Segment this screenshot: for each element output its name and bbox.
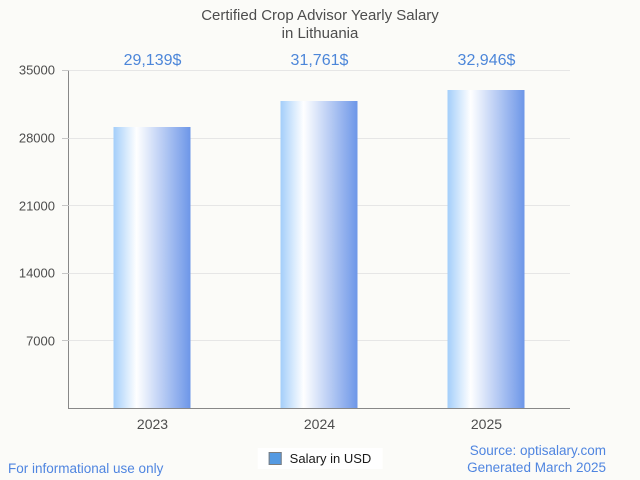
plot-area: 29,139$ 2023 31,761$ 2024 32,946$ 2025 <box>62 52 570 432</box>
y-axis-labels: 35000 28000 21000 14000 7000 <box>0 63 61 409</box>
chart-title-line1: Certified Crop Advisor Yearly Salary <box>201 7 439 24</box>
y-tick-label-28000: 28000 <box>18 130 55 146</box>
disclaimer-text: For informational use only <box>8 461 164 476</box>
y-tick-label-7000: 7000 <box>26 333 55 349</box>
y-tickmark-28000 <box>62 137 69 139</box>
legend-label: Salary in USD <box>289 451 372 466</box>
x-tick-2023: 2023 <box>136 416 169 432</box>
y-tick-label-21000: 21000 <box>18 198 55 214</box>
value-label-2025: 32,946$ <box>457 52 516 69</box>
y-tickmark-35000 <box>62 70 69 71</box>
bar-2024 <box>280 101 358 408</box>
legend: Salary in USD <box>257 448 383 469</box>
y-tickmark-21000 <box>62 205 69 207</box>
attribution: Source: optisalary.com Generated March 2… <box>467 442 606 476</box>
y-tickmark-14000 <box>62 272 69 274</box>
x-tick-2025: 2025 <box>470 416 503 432</box>
source-text: Source: optisalary.com <box>469 443 606 458</box>
bar-2025 <box>447 89 525 408</box>
y-tick-label-35000: 35000 <box>18 62 55 78</box>
chart-title: Certified Crop Advisor Yearly Salary in … <box>0 7 640 43</box>
legend-swatch-icon <box>268 452 282 465</box>
y-tickmark-7000 <box>62 340 69 342</box>
value-label-2024: 31,761$ <box>290 52 349 69</box>
value-label-2023: 29,139$ <box>123 52 182 69</box>
y-tick-label-14000: 14000 <box>18 265 55 281</box>
bar-group-2025: 32,946$ 2025 <box>403 52 570 432</box>
bar-2023 <box>113 126 191 408</box>
x-tick-2024: 2024 <box>303 416 336 432</box>
bar-group-2023: 29,139$ 2023 <box>69 52 236 432</box>
generated-text: Generated March 2025 <box>467 460 606 475</box>
gridline-35000 <box>69 70 570 71</box>
bar-group-2024: 31,761$ 2024 <box>236 52 403 432</box>
chart-title-line2: in Lithuania <box>281 25 359 42</box>
